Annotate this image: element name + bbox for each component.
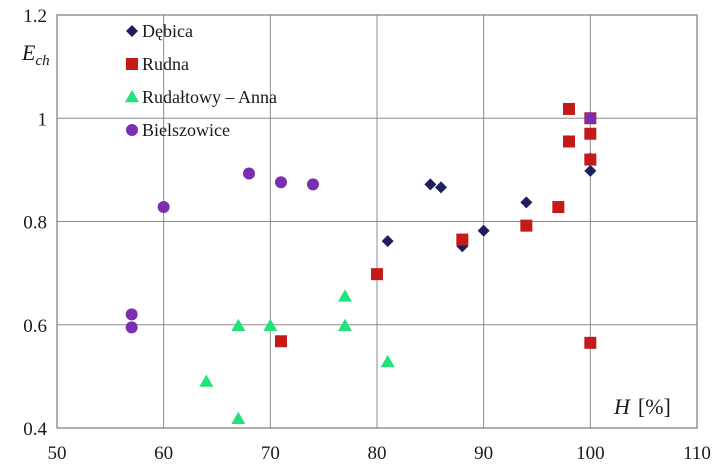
legend-label: Bielszowice [142,120,230,140]
y-tick-label: 0.8 [23,213,47,234]
y-axis-title-subscript: ch [35,53,49,69]
series-group [199,289,395,424]
y-axis-title-main: E [21,40,36,65]
data-point [338,318,352,332]
data-point [381,235,394,248]
y-tick-label: 1 [38,109,48,130]
data-point [125,321,138,334]
data-point [199,374,214,387]
legend-item: Dębica [126,21,193,41]
data-point [552,201,565,214]
x-axis-title-unit: [%] [638,394,671,419]
data-point [584,153,597,166]
data-point [456,233,469,246]
y-tick-label: 0.6 [23,316,47,337]
plot-frame [56,14,698,429]
data-point [263,318,278,332]
x-tick-label: 50 [48,443,67,464]
x-tick-label: 80 [368,443,387,464]
legend-label: Rudna [142,54,189,74]
data-point [380,354,395,368]
data-point [243,167,255,180]
y-axis-title: Ech [21,40,50,69]
data-point [231,318,246,332]
data-point [231,411,246,424]
y-tick-label: 1.2 [23,6,47,27]
data-point [338,289,352,302]
legend: Dębica Rudna Rudałtowy – Anna Bielszowice [125,21,277,140]
data-point [563,102,575,115]
legend-item: Rudałtowy – Anna [125,87,277,107]
data-point [424,178,437,191]
data-point [275,176,287,189]
legend-label: Rudałtowy – Anna [142,87,277,107]
data-point [520,196,533,209]
data-point [584,164,597,177]
data-point [520,219,533,232]
legend-item: Rudna [126,54,189,74]
data-point [435,181,447,194]
data-point [477,224,490,237]
legend-marker [126,58,138,70]
x-axis-title-main: H [613,394,631,419]
data-point [307,178,319,191]
data-point [563,135,575,148]
data-point [584,112,597,125]
data-point [371,268,383,281]
legend-marker [126,25,138,37]
x-tick-label: 90 [474,443,493,464]
data-point [275,335,287,348]
data-point [125,308,138,321]
legend-marker [126,124,138,136]
series-group [125,112,597,334]
legend-label: Dębica [142,21,193,41]
x-axis-title: H [%] [613,394,671,419]
legend-item: Bielszowice [126,120,230,140]
data-point [157,201,170,214]
data-point [584,336,597,349]
gridlines [57,15,697,428]
x-tick-label: 60 [154,443,173,464]
legend-marker [125,90,139,103]
x-tick-label: 100 [576,443,605,464]
x-tick-label: 70 [261,443,280,464]
data-points [125,102,597,424]
tick-labels: 50 60 70 80 90 100 110 0.4 0.6 0.8 1 1.2 [23,6,711,464]
y-tick-label: 0.4 [23,419,47,440]
data-point [584,127,597,140]
x-tick-label: 110 [683,443,711,464]
